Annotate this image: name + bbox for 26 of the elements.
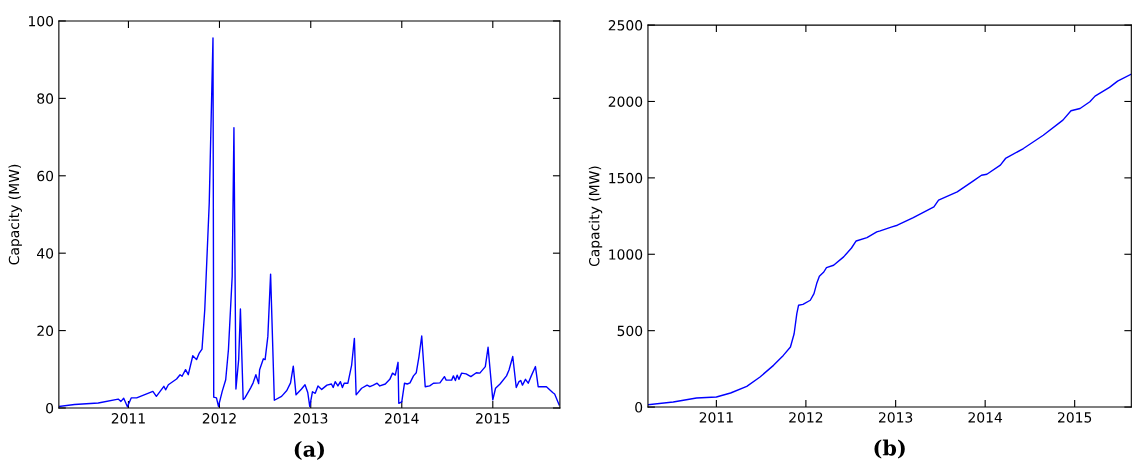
y-tick-label: 500 bbox=[617, 325, 643, 337]
y-tick-label: 100 bbox=[29, 15, 54, 27]
y-tick-label: 20 bbox=[37, 325, 54, 337]
y-tick-label: 60 bbox=[37, 170, 54, 182]
y-tick-label: 0 bbox=[635, 402, 643, 413]
x-tick-label: 2014 bbox=[385, 413, 419, 424]
x-tick-label: 2011 bbox=[699, 412, 733, 423]
y-tick-label: 80 bbox=[37, 93, 54, 104]
y-tick-label: 2000 bbox=[608, 96, 643, 107]
y-tick-label: 1500 bbox=[609, 172, 643, 184]
x-tick-label: 2015 bbox=[476, 413, 510, 424]
y-tick-label: 2500 bbox=[608, 20, 643, 31]
text: (a) bbox=[294, 440, 324, 460]
x-tick-label: 2012 bbox=[202, 413, 236, 424]
x-tick-label: 2013 bbox=[878, 412, 913, 423]
x-tick-label: 2015 bbox=[1058, 412, 1092, 423]
y-tick-label: 1000 bbox=[609, 249, 643, 260]
y-axis-title: Capacity (MW) bbox=[8, 164, 22, 265]
y-tick-label: 40 bbox=[37, 248, 54, 259]
y-tick-label: 0 bbox=[46, 402, 54, 414]
x-tick-label: 2014 bbox=[968, 412, 1003, 423]
x-tick-label: 2012 bbox=[789, 412, 823, 423]
y-axis-title: Capacity (MW) bbox=[588, 166, 603, 267]
x-tick-label: 2013 bbox=[294, 413, 328, 424]
x-tick-label: 2011 bbox=[111, 413, 145, 424]
text: (b) bbox=[874, 439, 905, 459]
